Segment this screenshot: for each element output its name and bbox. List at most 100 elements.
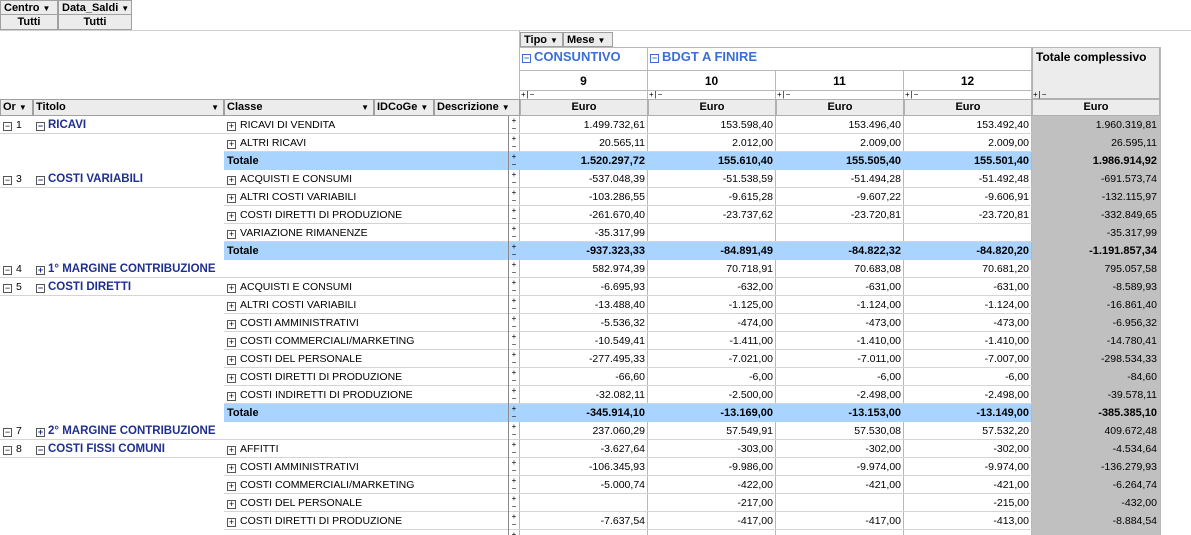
collapse-icon[interactable]: − <box>522 53 531 63</box>
expand-icon[interactable]: + <box>227 211 236 221</box>
row-title[interactable]: − COSTI VARIABILI <box>36 170 224 188</box>
class-item[interactable]: + COSTI DIRETTI DI PRODUZIONE <box>225 368 507 386</box>
class-item[interactable]: + COSTI DIRETTI DI PRODUZIONE <box>225 512 507 530</box>
expand-icon[interactable]: + <box>227 337 236 347</box>
class-item[interactable]: + RICAVI DI VENDITA <box>225 116 507 134</box>
collapse-icon[interactable]: − <box>3 121 12 131</box>
collapse-icon[interactable]: − <box>3 175 12 185</box>
row-field-or-button[interactable]: Or ▼ <box>0 99 33 116</box>
expand-icon[interactable]: + <box>227 121 236 131</box>
row-title[interactable]: − RICAVI <box>36 116 224 134</box>
expand-icon[interactable]: + <box>227 373 236 383</box>
expand-collapse-icon[interactable]: +− <box>508 134 519 152</box>
row-title[interactable]: − COSTI FISSI COMUNI <box>36 440 224 458</box>
expand-collapse-icon[interactable]: +− <box>508 404 519 422</box>
collapse-icon[interactable]: − <box>36 283 45 293</box>
column-group-consuntivo[interactable]: − CONSUNTIVO <box>522 49 621 64</box>
row-field-titolo-button[interactable]: Titolo ▼ <box>33 99 224 116</box>
expand-icon[interactable]: + <box>227 517 236 527</box>
filter-data-saldi-button[interactable]: Data_Saldi ▼ <box>58 0 132 15</box>
expand-icon[interactable]: + <box>227 445 236 455</box>
class-item[interactable]: + ACQUISTI E CONSUMI <box>225 278 507 296</box>
class-item[interactable]: + ALTRI COSTI VARIABILI <box>225 296 507 314</box>
filter-centro-value[interactable]: Tutti <box>0 15 58 30</box>
column-group-bdgt[interactable]: − BDGT A FINIRE <box>650 49 757 64</box>
expand-collapse-icon[interactable]: +− <box>508 242 519 260</box>
expand-collapse-icon[interactable]: +− <box>508 386 519 404</box>
class-item[interactable]: + COSTI DIRETTI DI PRODUZIONE <box>225 206 507 224</box>
collapse-icon[interactable]: − <box>36 445 45 455</box>
value-cell: -9.606,91 <box>984 191 1029 203</box>
expand-collapse-icon[interactable]: +− <box>508 494 519 512</box>
expand-collapse-icon[interactable]: +− <box>508 422 519 440</box>
expand-icon[interactable]: + <box>227 319 236 329</box>
class-item[interactable]: + COSTI AMMINISTRATIVI <box>225 458 507 476</box>
expand-collapse-icon[interactable]: +− <box>508 170 519 188</box>
expand-collapse-icon[interactable]: +− <box>508 476 519 494</box>
row-field-idcoge-button[interactable]: IDCoGe ▼ <box>374 99 434 116</box>
class-item[interactable]: + ALTRI RICAVI <box>225 134 507 152</box>
expand-collapse-icon[interactable]: +− <box>508 296 519 314</box>
expand-icon[interactable]: + <box>227 139 236 149</box>
expand-collapse-icon[interactable]: +− <box>508 260 519 278</box>
expand-icon[interactable]: + <box>227 463 236 473</box>
expand-collapse-icon[interactable]: +− <box>508 278 519 296</box>
expand-collapse-icon[interactable]: +− <box>508 440 519 458</box>
column-field-mese-button[interactable]: Mese ▼ <box>563 32 613 47</box>
expand-icon[interactable]: + <box>227 193 236 203</box>
row-field-descrizione-button[interactable]: Descrizione ▼ <box>434 99 520 116</box>
expand-collapse-icon[interactable]: +|− <box>521 90 536 99</box>
expand-collapse-icon[interactable]: +− <box>508 188 519 206</box>
collapse-icon[interactable]: − <box>36 121 45 131</box>
expand-collapse-icon[interactable]: +− <box>508 206 519 224</box>
class-item[interactable]: + COSTI INDIRETTI DI PRODUZIONE <box>225 386 507 404</box>
collapse-icon[interactable]: − <box>3 283 12 293</box>
expand-collapse-icon[interactable]: +− <box>508 332 519 350</box>
class-item[interactable]: + VARIAZIONE RIMANENZE <box>225 224 507 242</box>
collapse-icon[interactable]: − <box>3 445 12 455</box>
expand-icon[interactable]: + <box>36 427 45 437</box>
expand-icon[interactable]: + <box>227 283 236 293</box>
expand-collapse-icon[interactable]: +|− <box>905 90 920 99</box>
expand-collapse-icon[interactable]: +− <box>508 368 519 386</box>
column-field-tipo-button[interactable]: Tipo ▼ <box>520 32 563 47</box>
row-title[interactable]: +1° MARGINE CONTRIBUZIONE <box>36 260 224 278</box>
expand-collapse-icon[interactable]: +− <box>508 224 519 242</box>
class-item[interactable]: + COSTI DEL PERSONALE <box>225 494 507 512</box>
expand-collapse-icon[interactable]: +|− <box>1033 90 1048 99</box>
expand-collapse-icon[interactable]: +|− <box>649 90 664 99</box>
class-item[interactable]: + ACQUISTI E CONSUMI <box>225 170 507 188</box>
expand-collapse-icon[interactable]: +− <box>508 314 519 332</box>
row-field-classe-button[interactable]: Classe ▼ <box>224 99 374 116</box>
expand-icon[interactable]: + <box>227 301 236 311</box>
class-item[interactable]: + ALTRI COSTI VARIABILI <box>225 188 507 206</box>
expand-icon[interactable]: + <box>36 265 45 275</box>
expand-collapse-icon[interactable]: +− <box>508 152 519 170</box>
class-item[interactable]: + COSTI COMMERCIALI/MARKETING <box>225 332 507 350</box>
expand-icon[interactable]: + <box>227 499 236 509</box>
expand-collapse-icon[interactable]: +− <box>508 530 519 535</box>
class-item[interactable]: + COSTI COMMERCIALI/MARKETING <box>225 476 507 494</box>
expand-icon[interactable]: + <box>227 391 236 401</box>
class-item[interactable]: + COSTI AMMINISTRATIVI <box>225 314 507 332</box>
expand-collapse-icon[interactable]: +− <box>508 458 519 476</box>
collapse-icon[interactable]: − <box>650 53 659 63</box>
row-title[interactable]: +2° MARGINE CONTRIBUZIONE <box>36 422 224 440</box>
expand-icon[interactable]: + <box>227 229 236 239</box>
filter-data-saldi-value[interactable]: Tutti <box>58 15 132 30</box>
class-item[interactable]: + COSTI DEL PERSONALE <box>225 350 507 368</box>
expand-collapse-icon[interactable]: +− <box>508 116 519 134</box>
row-title[interactable]: − COSTI DIRETTI <box>36 278 224 296</box>
expand-icon[interactable]: + <box>227 175 236 185</box>
collapse-icon[interactable]: − <box>3 427 12 437</box>
expand-collapse-icon[interactable]: +− <box>508 350 519 368</box>
expand-icon[interactable]: + <box>227 355 236 365</box>
class-item[interactable]: + AFFITTI <box>225 440 507 458</box>
expand-collapse-icon[interactable]: +− <box>508 512 519 530</box>
expand-icon[interactable]: + <box>227 481 236 491</box>
expand-collapse-icon[interactable]: +|− <box>777 90 792 99</box>
collapse-icon[interactable]: − <box>3 265 12 275</box>
collapse-icon[interactable]: − <box>36 175 45 185</box>
table-row: + ALTRI COSTI VARIABILI + − -103.286,55 -9.61… <box>0 188 1160 206</box>
filter-centro-button[interactable]: Centro ▼ <box>0 0 58 15</box>
